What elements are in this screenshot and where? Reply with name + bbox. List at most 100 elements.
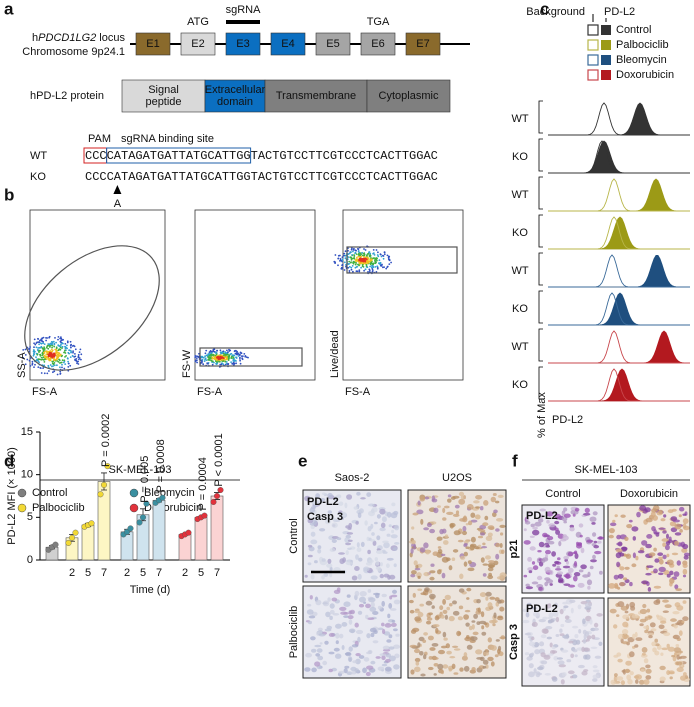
event-dot <box>241 357 244 359</box>
event-dot <box>227 351 229 353</box>
cell <box>351 575 358 581</box>
event-dot <box>222 350 225 353</box>
cell <box>620 605 629 611</box>
cell <box>377 605 382 610</box>
cell <box>414 648 420 654</box>
cell <box>528 671 535 678</box>
cell <box>332 517 336 521</box>
cell <box>627 679 633 685</box>
event-dot <box>213 348 216 351</box>
cell <box>367 526 372 532</box>
event-dot <box>361 262 364 264</box>
cell <box>368 510 375 517</box>
event-dot <box>226 353 228 356</box>
cell <box>475 495 483 500</box>
cell <box>305 652 312 658</box>
cell <box>641 647 648 653</box>
cell <box>537 550 542 553</box>
event-dot <box>350 266 353 269</box>
cell <box>314 560 318 564</box>
cell <box>557 557 561 561</box>
event-dot <box>337 264 339 267</box>
data-point <box>65 539 72 546</box>
cell <box>581 646 585 652</box>
event-dot <box>80 358 82 361</box>
cell <box>675 644 680 648</box>
cell <box>551 676 558 682</box>
cell <box>431 498 438 503</box>
event-dot <box>245 356 248 358</box>
cell <box>384 623 392 628</box>
event-dot <box>32 354 35 357</box>
cell <box>390 512 398 519</box>
cell <box>594 550 602 555</box>
event-dot <box>237 355 240 357</box>
cell <box>387 613 391 619</box>
cell <box>469 544 475 551</box>
pd-l2-histogram <box>548 140 690 174</box>
event-dot <box>50 348 53 351</box>
event-dot <box>213 350 216 353</box>
cell <box>372 640 379 644</box>
cell <box>613 675 618 682</box>
cell <box>632 633 636 640</box>
legend-marker <box>17 503 27 513</box>
cell <box>444 594 451 601</box>
cell <box>476 599 481 604</box>
event-dot <box>364 249 367 251</box>
event-dot <box>366 266 369 269</box>
cell <box>470 512 476 518</box>
cell <box>678 656 682 660</box>
data-point <box>100 481 107 488</box>
cell <box>471 620 476 623</box>
event-dot <box>372 257 375 260</box>
event-dot <box>74 348 77 351</box>
cell <box>477 544 482 548</box>
event-dot <box>60 336 62 338</box>
pd-l2-histogram <box>548 368 690 402</box>
event-dot <box>355 253 358 256</box>
cell <box>383 542 390 549</box>
x-axis-label: PD-L2 <box>552 414 583 426</box>
event-dot <box>225 355 228 358</box>
cell <box>343 668 348 674</box>
cell <box>443 505 450 509</box>
event-dot <box>367 271 369 273</box>
event-dot <box>208 359 211 361</box>
cell <box>441 553 446 557</box>
cell <box>336 587 341 592</box>
x-tick-label: 2 <box>124 567 130 579</box>
cell <box>375 561 380 566</box>
cell <box>326 563 333 568</box>
exon <box>270 32 306 56</box>
x-tick-label: 7 <box>101 567 107 579</box>
event-dot <box>380 264 383 267</box>
cell <box>645 668 652 674</box>
event-dot <box>358 254 361 257</box>
pam-label: PAM <box>88 133 111 145</box>
event-dot <box>67 366 70 368</box>
cell <box>315 493 320 499</box>
event-dot <box>42 356 45 359</box>
locus-gene: PDCD1LG2 <box>38 32 96 44</box>
cell <box>612 519 616 523</box>
event-dot <box>341 258 344 261</box>
cell <box>367 617 375 620</box>
p-value: P = 0.0002 <box>100 414 112 467</box>
event-dot <box>63 359 66 362</box>
cell <box>392 547 398 551</box>
cell <box>358 603 365 608</box>
event-dot <box>207 353 210 356</box>
cell <box>376 514 381 519</box>
event-dot <box>350 268 353 271</box>
row-label: WT <box>511 189 528 201</box>
cell <box>560 679 565 685</box>
event-dot <box>222 360 225 362</box>
cell <box>676 560 681 566</box>
event-dot <box>39 367 42 369</box>
data-point <box>97 491 104 498</box>
column-label: Saos-2 <box>335 472 370 484</box>
gate <box>346 246 458 274</box>
